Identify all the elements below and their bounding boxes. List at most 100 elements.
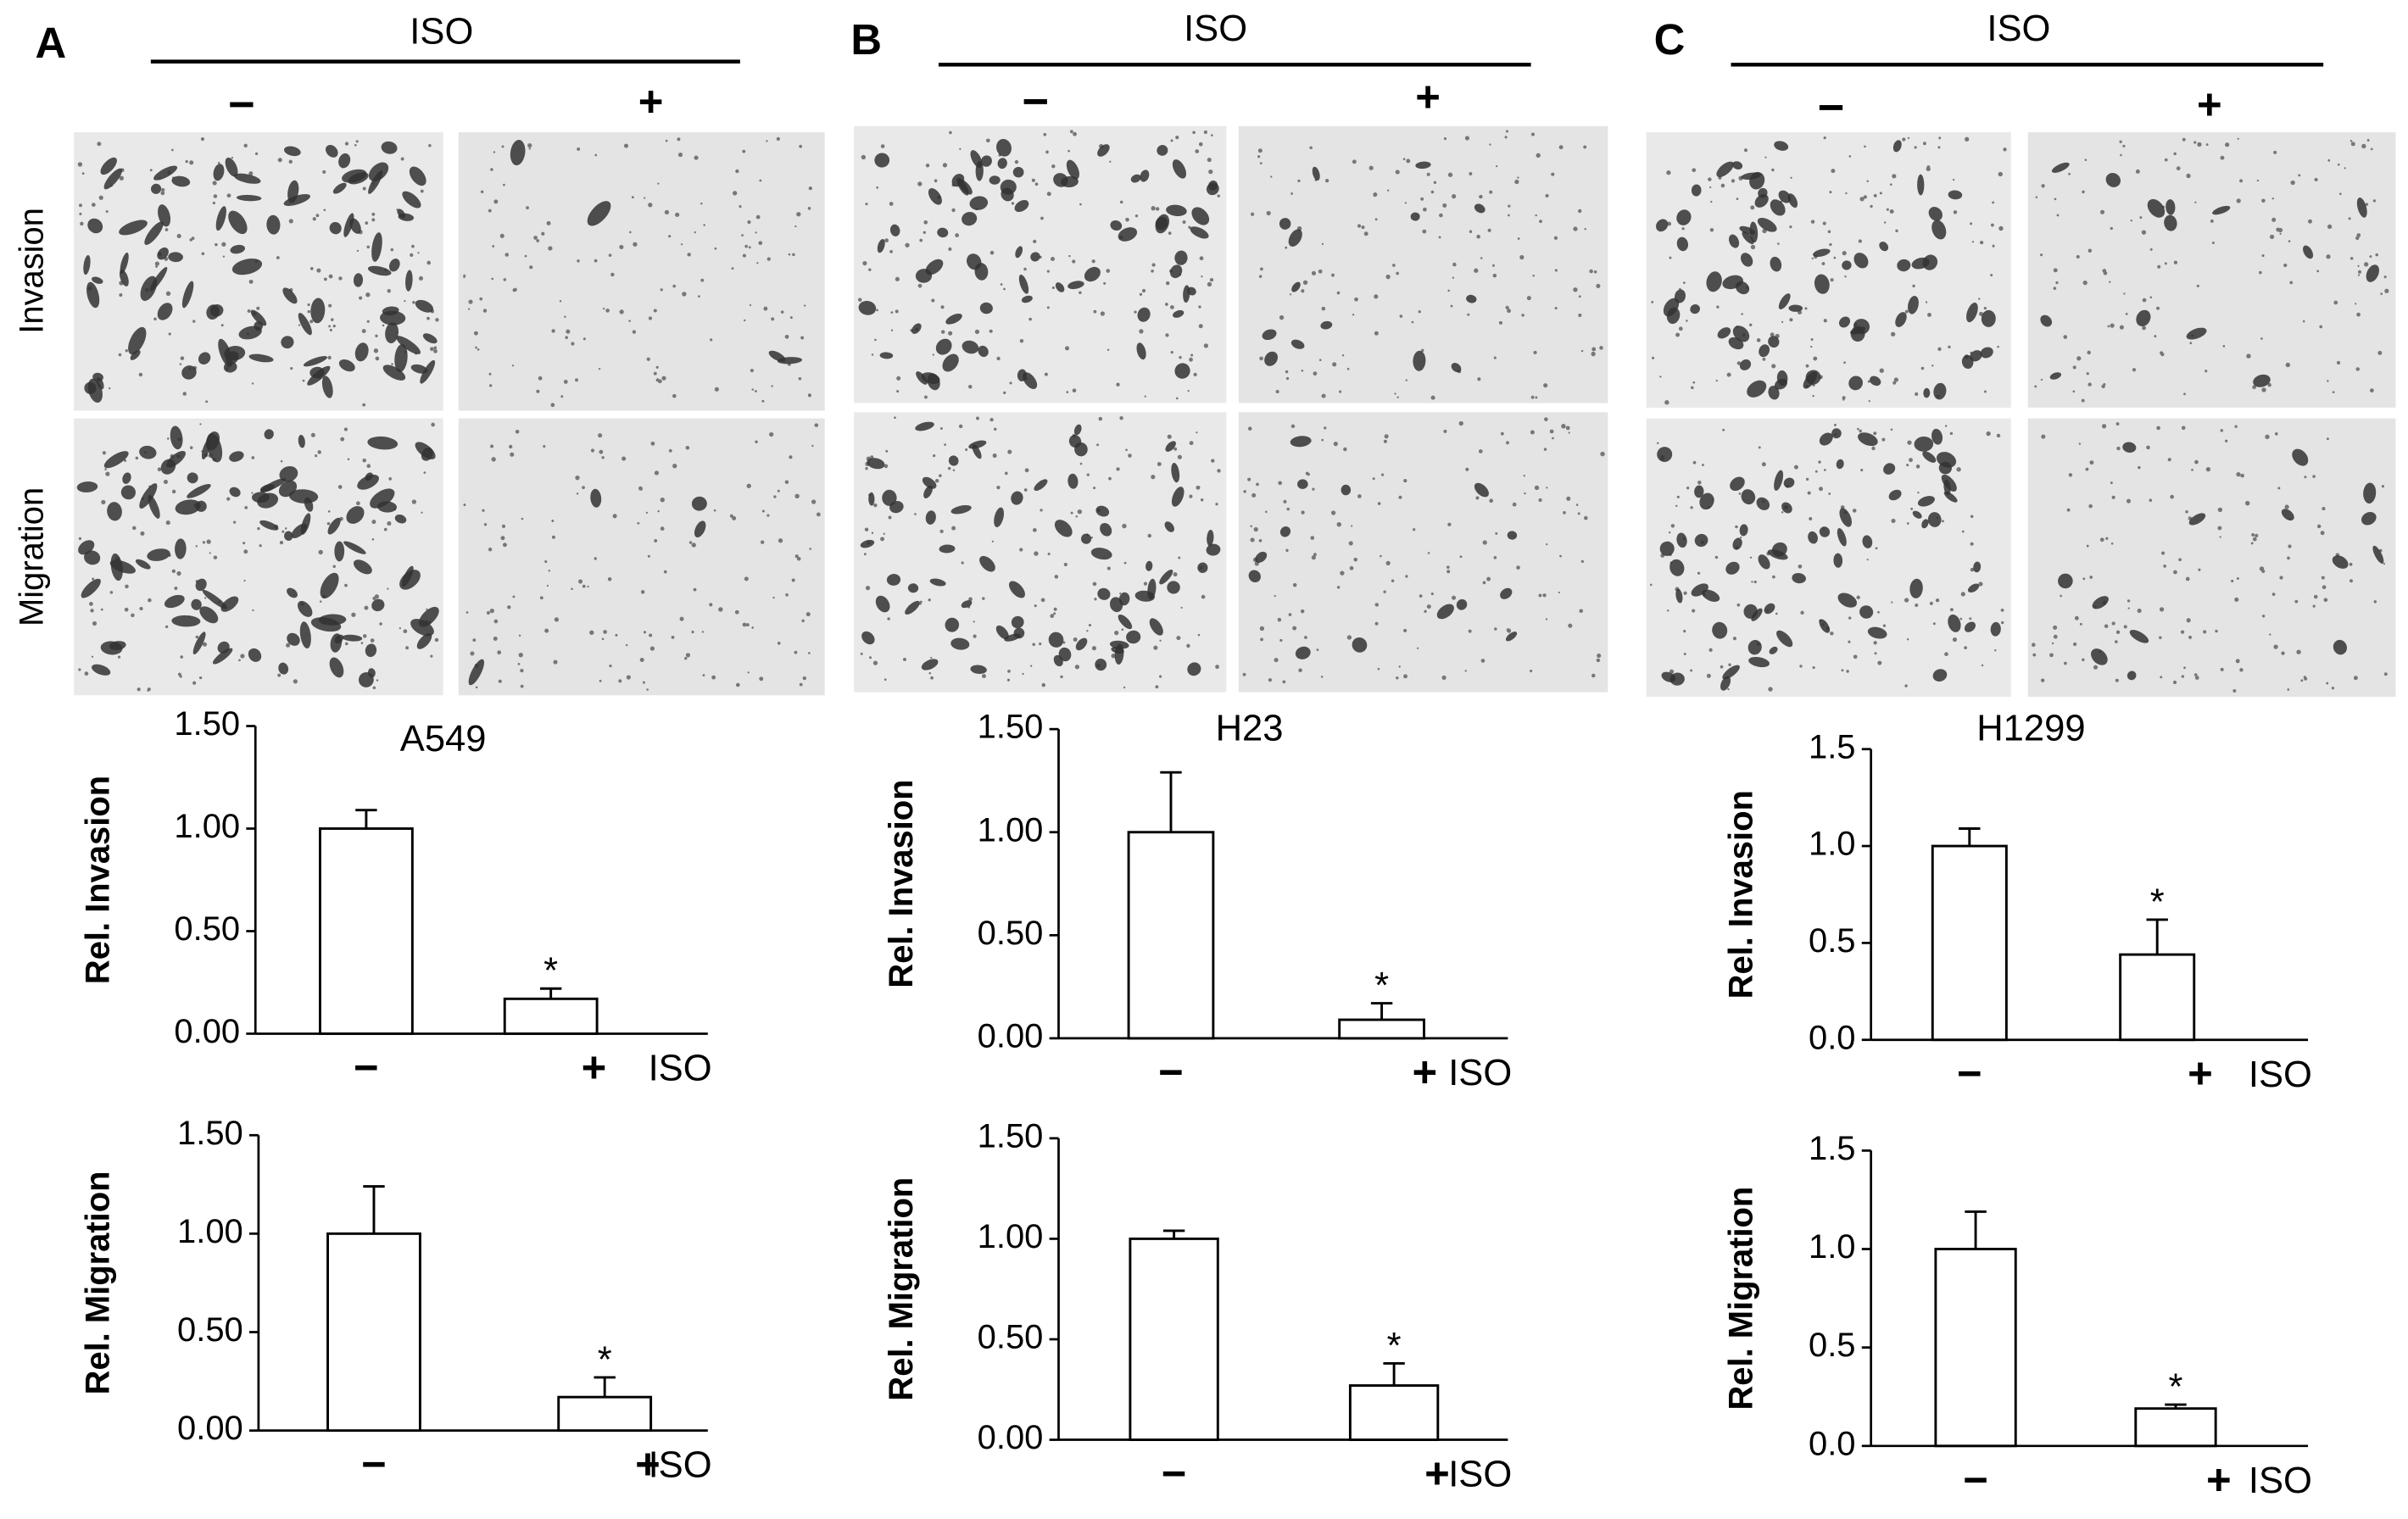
pore (594, 259, 598, 263)
pore (965, 448, 968, 451)
pore (2185, 576, 2190, 581)
pore (355, 140, 359, 143)
pore (1866, 180, 1869, 182)
cell (2166, 199, 2176, 215)
pore (578, 579, 583, 584)
pore (2265, 434, 2270, 439)
pore (2220, 667, 2224, 671)
pore (565, 336, 569, 339)
cell (1170, 264, 1183, 279)
cell (1774, 470, 1784, 491)
cell (250, 309, 267, 326)
pore (220, 324, 224, 327)
pore (2116, 446, 2121, 451)
pore (2178, 558, 2182, 562)
pore (539, 596, 543, 600)
pore (1468, 629, 1472, 633)
pore (1195, 149, 1200, 153)
pore (2279, 576, 2283, 580)
pore (2087, 382, 2092, 387)
x-tick-label: − (1963, 1455, 1988, 1504)
pore (629, 231, 632, 234)
pore (1937, 146, 1941, 149)
pore (602, 308, 605, 310)
cell (353, 273, 364, 287)
pore (919, 600, 923, 604)
cell (338, 359, 355, 372)
pore (1584, 227, 1586, 231)
pore (756, 262, 759, 264)
pore (933, 454, 936, 458)
pore (202, 541, 206, 544)
cell (225, 157, 238, 177)
pore (612, 514, 617, 519)
pore (1446, 565, 1450, 569)
pore (618, 679, 622, 683)
pore (917, 283, 923, 288)
pore (1722, 428, 1725, 431)
pore (2082, 658, 2085, 662)
pore (1925, 301, 1928, 303)
pore (1524, 492, 1526, 495)
pore (1841, 669, 1844, 672)
pore (2287, 556, 2290, 560)
pore (930, 656, 933, 659)
pore (1024, 468, 1029, 473)
pore (1535, 396, 1538, 399)
pore (104, 468, 107, 470)
pore (1781, 511, 1784, 514)
cell (915, 421, 934, 431)
cell (420, 359, 436, 384)
pore (1321, 393, 1326, 398)
pore (2316, 524, 2322, 529)
plus-label: + (1415, 72, 1441, 120)
cell (1320, 320, 1333, 330)
bar (2134, 1407, 2217, 1448)
pore (777, 642, 781, 645)
pore (1207, 281, 1212, 287)
pore (366, 245, 371, 249)
cell (1770, 199, 1786, 216)
y-tick-label: 0.00 (177, 1410, 243, 1447)
pore (1843, 361, 1846, 364)
pore (2217, 507, 2223, 513)
pore (1324, 178, 1329, 183)
pore (139, 606, 143, 611)
pore (426, 608, 428, 611)
pore (2327, 224, 2333, 230)
pore (2127, 607, 2130, 609)
pore (1396, 396, 1399, 398)
cell (1676, 532, 1687, 548)
cell (396, 336, 421, 354)
bar (326, 1232, 421, 1433)
micrograph (1646, 418, 2011, 698)
pore (1681, 227, 1685, 231)
cell (175, 499, 201, 515)
pore (1374, 218, 1378, 221)
pore (1073, 637, 1078, 642)
pore (1426, 172, 1430, 176)
cell (1981, 309, 1996, 327)
cell (1778, 293, 1791, 309)
x-tick-label: + (2206, 1455, 2232, 1504)
pore (400, 157, 404, 161)
pore (131, 526, 137, 531)
pore (2261, 615, 2266, 618)
pore (309, 320, 314, 324)
cell (968, 440, 987, 449)
pore (233, 520, 237, 524)
pore (887, 617, 890, 620)
pore (520, 668, 524, 673)
cell (1839, 508, 1852, 527)
pore (1845, 192, 1848, 195)
pore (1736, 198, 1739, 201)
cell (1722, 275, 1743, 290)
cell (1171, 462, 1180, 483)
cell (1174, 250, 1188, 265)
micrograph (2027, 132, 2396, 408)
pore (215, 242, 218, 247)
pore (1708, 648, 1713, 653)
panel-label: B (850, 15, 882, 64)
pore (1357, 494, 1362, 498)
pore (610, 272, 615, 277)
